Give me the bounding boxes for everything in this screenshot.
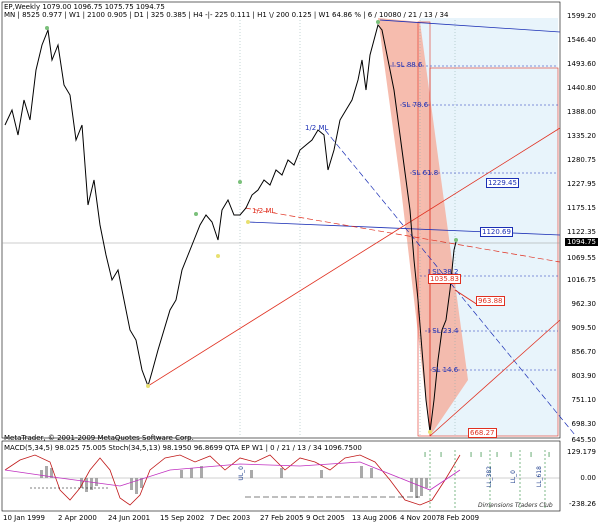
price-tick: 645.50 bbox=[571, 436, 597, 444]
sl-61-label: SL 61.8 bbox=[412, 169, 439, 177]
indicator-vlines bbox=[429, 450, 546, 510]
level-963-tag: 963.88 bbox=[476, 296, 505, 306]
vertical-guides bbox=[239, 20, 456, 436]
price-series[interactable] bbox=[4, 23, 457, 433]
indicator-axis-zero: 0.00 bbox=[580, 474, 596, 482]
price-tick: 1227.95 bbox=[567, 180, 596, 188]
marker-3 bbox=[238, 180, 242, 184]
time-tick: 8 Feb 2009 bbox=[440, 514, 480, 522]
svg-text:I: I bbox=[480, 451, 482, 459]
price-tick: 1280.75 bbox=[567, 156, 596, 164]
blue-top-line[interactable] bbox=[379, 19, 561, 33]
current-price-tag: 1094.75 bbox=[565, 238, 598, 246]
indicator-axis-bottom: -238.26 bbox=[568, 500, 596, 508]
red-trend-line[interactable] bbox=[147, 127, 561, 387]
price-tick: 1122.35 bbox=[567, 228, 596, 236]
marker-low-1 bbox=[146, 384, 150, 388]
price-tick: 1388.00 bbox=[567, 108, 596, 116]
marker-4 bbox=[246, 220, 250, 224]
level-1120-tag: 1120.69 bbox=[480, 227, 513, 237]
price-tick: 751.10 bbox=[571, 396, 597, 404]
red-lower-line[interactable] bbox=[429, 319, 561, 437]
price-tick: 1069.55 bbox=[567, 254, 596, 262]
half-ml-red-label: 1/2 ML bbox=[252, 207, 276, 215]
indicator-header: MACD(5,34,5) 98.025 75.005 Stoch(34,5,13… bbox=[4, 444, 362, 452]
macd-signal-line bbox=[4, 461, 461, 491]
blue-median-line[interactable] bbox=[324, 129, 576, 436]
time-tick: 24 Jun 2001 bbox=[108, 514, 151, 522]
time-tick: 4 Nov 2007 bbox=[400, 514, 441, 522]
time-tick: 27 Feb 2005 bbox=[260, 514, 304, 522]
price-tick: 1335.20 bbox=[567, 132, 596, 140]
price-tick: 803.90 bbox=[571, 372, 597, 380]
fork-channel-fill bbox=[378, 18, 468, 436]
marker-6 bbox=[428, 430, 432, 434]
svg-text:I: I bbox=[496, 451, 498, 459]
svg-text:I: I bbox=[424, 451, 426, 459]
time-tick: 13 Aug 2006 bbox=[352, 514, 397, 522]
price-tick: 856.70 bbox=[571, 348, 597, 356]
level-1035-tag: 1035.83 bbox=[428, 274, 461, 284]
red-short-line[interactable] bbox=[454, 289, 479, 306]
chart-frame bbox=[1, 1, 561, 439]
price-tick: 962.30 bbox=[571, 300, 597, 308]
chart-indicator-line: MN | 8525 0.977 | W1 | 2100 0.905 | D1 |… bbox=[4, 11, 449, 19]
sl-88-label: I SL 88.6 bbox=[392, 61, 423, 69]
price-tick: 698.30 bbox=[571, 420, 597, 428]
indicator-axis-top: 129.179 bbox=[567, 448, 596, 456]
sl-38-label: I SL 38.2 bbox=[428, 268, 459, 276]
price-tick: 1175.15 bbox=[567, 204, 596, 212]
copyright-text: MetaTrader, © 2001-2009 MetaQuotes Softw… bbox=[4, 434, 194, 442]
marker-7 bbox=[454, 238, 458, 242]
svg-text:I: I bbox=[548, 451, 550, 459]
vlabel-ll0: LL_0 bbox=[510, 470, 517, 484]
price-tick: 1546.40 bbox=[567, 36, 596, 44]
half-ml-blue-label: 1/2 ML bbox=[305, 124, 329, 132]
indicator-frame bbox=[1, 440, 561, 512]
time-tick: 2 Apr 2000 bbox=[58, 514, 97, 522]
marker-5 bbox=[376, 20, 380, 24]
marker-peak-1 bbox=[45, 26, 49, 30]
time-tick: 10 Jan 1999 bbox=[3, 514, 45, 522]
price-tick: 1440.80 bbox=[567, 84, 596, 92]
time-tick: 15 Sep 2002 bbox=[160, 514, 205, 522]
level-668-tag: 668.27 bbox=[468, 428, 497, 438]
chart-title: EP,Weekly 1079.00 1096.75 1075.75 1094.7… bbox=[4, 3, 165, 11]
level-1229-tag: 1229.45 bbox=[486, 178, 519, 188]
sl-14-label: SL 14.6 bbox=[432, 366, 459, 374]
price-tick: 1016.75 bbox=[567, 276, 596, 284]
time-tick: 7 Dec 2003 bbox=[210, 514, 251, 522]
svg-text:I: I bbox=[440, 451, 442, 459]
watermark-text: Dimensions Traders Club bbox=[478, 502, 553, 509]
svg-text:I: I bbox=[510, 451, 512, 459]
vlabel-ll382: LL_382 bbox=[486, 466, 493, 488]
marker-1 bbox=[194, 212, 198, 216]
red-median-line[interactable] bbox=[244, 207, 561, 263]
svg-text:I: I bbox=[530, 451, 532, 459]
stochastic-line bbox=[4, 454, 461, 506]
price-tick: 1599.20 bbox=[567, 12, 596, 20]
vlabel-ll618: LL_618 bbox=[536, 466, 543, 488]
sl-23-label: I SL 23.4 bbox=[428, 327, 459, 335]
price-tick: 1493.60 bbox=[567, 60, 596, 68]
marker-2 bbox=[216, 254, 220, 258]
sl-78-label: SL 78.6 bbox=[402, 101, 429, 109]
vlabel-ul0: UL_0 bbox=[238, 466, 245, 481]
price-tick: 909.50 bbox=[571, 324, 597, 332]
sl-levels bbox=[390, 65, 558, 371]
svg-text:I: I bbox=[470, 451, 472, 459]
time-tick: 9 Oct 2005 bbox=[306, 514, 345, 522]
macd-histogram bbox=[40, 466, 428, 498]
